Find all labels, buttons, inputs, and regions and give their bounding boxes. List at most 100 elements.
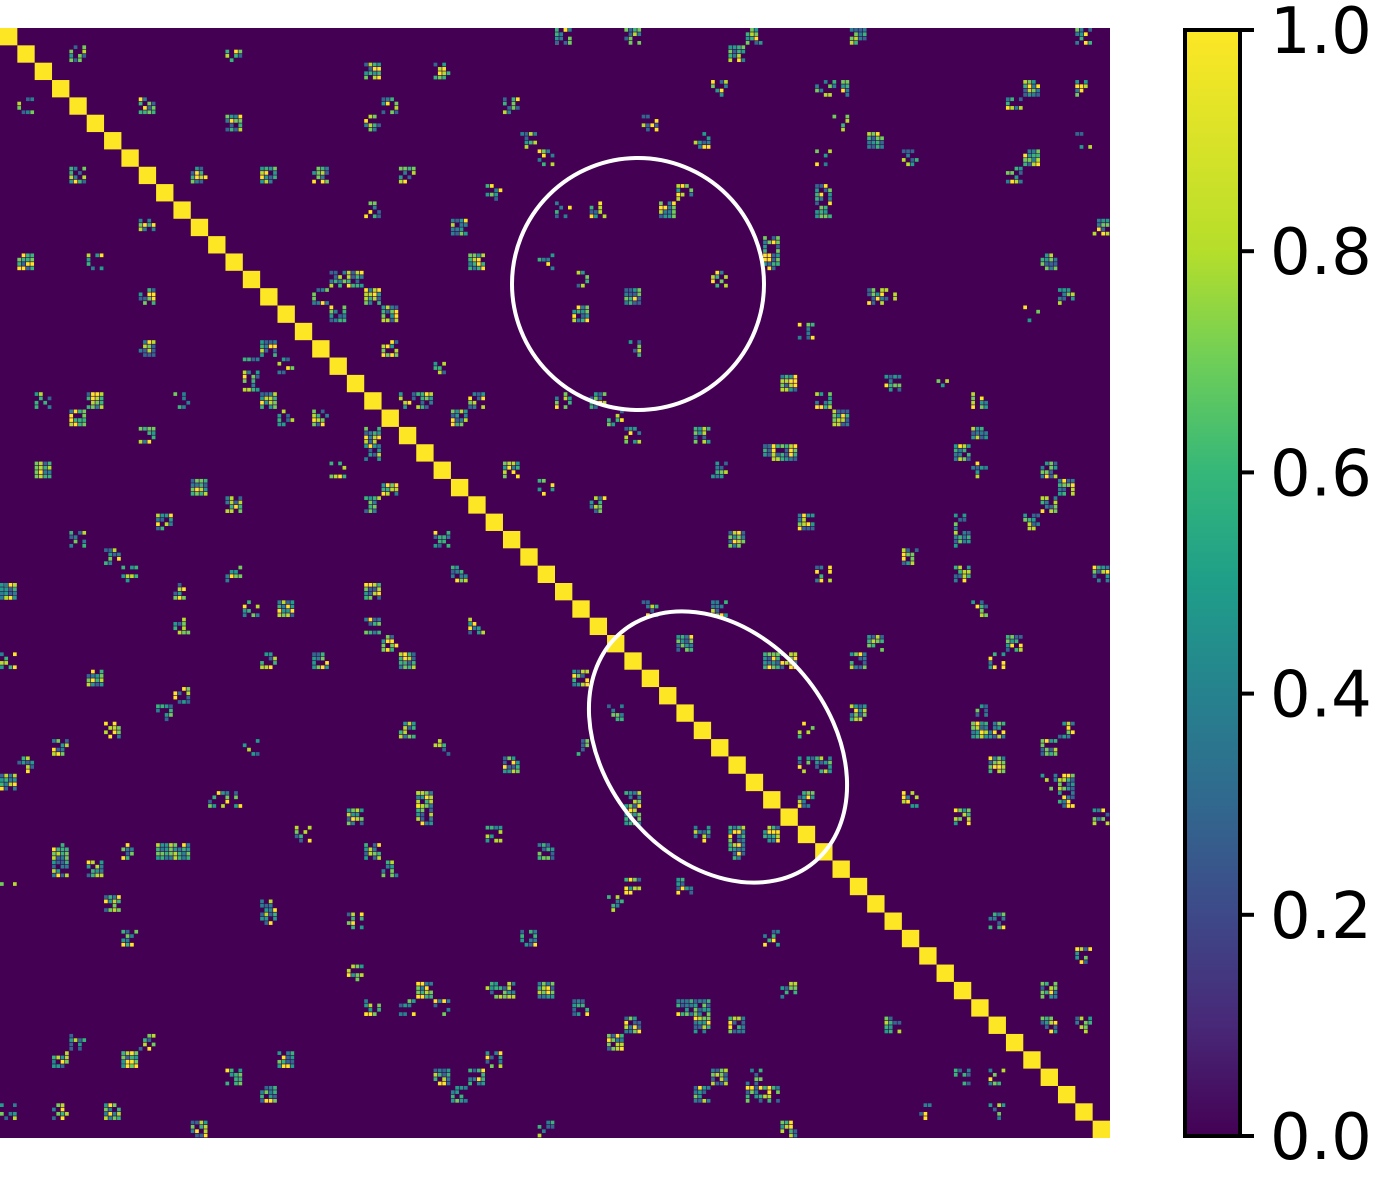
off-diagonal-block xyxy=(763,444,780,461)
diagonal-block xyxy=(398,426,417,445)
diagonal-block xyxy=(780,808,798,826)
off-diagonal-block xyxy=(711,270,728,288)
off-diagonal-block xyxy=(121,929,139,947)
off-diagonal-block xyxy=(1040,773,1058,791)
diagonal-block xyxy=(867,895,885,913)
diagonal-block xyxy=(381,409,399,427)
off-diagonal-block xyxy=(780,374,798,392)
diagonal-block xyxy=(121,149,139,167)
off-diagonal-block xyxy=(381,860,399,878)
off-diagonal-block xyxy=(104,548,121,566)
off-diagonal-block xyxy=(576,270,590,288)
diagonal-block xyxy=(416,444,434,462)
off-diagonal-block xyxy=(537,149,555,167)
off-diagonal-block xyxy=(607,704,624,722)
off-diagonal-block xyxy=(763,825,780,843)
off-diagonal-block xyxy=(0,882,17,886)
off-diagonal-block xyxy=(364,426,381,444)
off-diagonal-block xyxy=(121,1051,139,1068)
off-diagonal-block xyxy=(659,201,676,219)
off-diagonal-block xyxy=(849,652,867,670)
off-diagonal-block xyxy=(364,62,381,80)
off-diagonal-block xyxy=(953,513,967,531)
diagonal-block xyxy=(1023,1051,1041,1069)
off-diagonal-block xyxy=(763,652,780,670)
diagonal-block xyxy=(901,929,920,948)
colorbar: 0.0 0.2 0.4 0.6 0.8 1.0 xyxy=(1183,0,1372,1175)
off-diagonal-block xyxy=(953,530,971,548)
off-diagonal-block xyxy=(364,583,381,600)
off-diagonal-block xyxy=(971,721,988,739)
off-diagonal-block xyxy=(676,877,694,895)
off-diagonal-block xyxy=(312,652,329,670)
off-diagonal-block xyxy=(398,999,416,1016)
diagonal-block xyxy=(659,687,677,705)
off-diagonal-block xyxy=(225,114,243,132)
off-diagonal-block xyxy=(86,392,104,409)
diagonal-block xyxy=(763,791,781,809)
off-diagonal-block xyxy=(693,999,711,1016)
diagonal-block xyxy=(156,184,174,202)
off-diagonal-block xyxy=(433,1068,451,1086)
off-diagonal-block xyxy=(69,45,87,63)
off-diagonal-block xyxy=(607,409,624,427)
off-diagonal-block xyxy=(173,583,186,600)
off-diagonal-block xyxy=(607,1033,624,1051)
off-diagonal-block xyxy=(797,756,815,774)
off-diagonal-block xyxy=(104,895,121,912)
off-diagonal-block xyxy=(780,981,798,999)
diagonal-block xyxy=(225,253,243,271)
diagonal-block xyxy=(884,912,902,930)
off-diagonal-block xyxy=(138,288,156,305)
off-diagonal-block xyxy=(364,201,381,219)
off-diagonal-block xyxy=(572,999,590,1016)
off-diagonal-block xyxy=(815,149,832,167)
off-diagonal-block xyxy=(52,1103,69,1121)
off-diagonal-block xyxy=(1023,513,1040,531)
diagonal-block xyxy=(555,583,573,601)
off-diagonal-block xyxy=(537,478,555,496)
diagonal-block xyxy=(988,1016,1006,1034)
off-diagonal-block xyxy=(381,635,399,652)
off-diagonal-block xyxy=(121,843,134,860)
diagonal-block xyxy=(260,288,278,306)
off-diagonal-block xyxy=(364,843,381,860)
off-diagonal-block xyxy=(138,426,156,444)
off-diagonal-block xyxy=(1040,739,1058,756)
off-diagonal-block xyxy=(173,843,191,860)
annotation-ellipse-diagonal xyxy=(586,609,850,885)
off-diagonal-block xyxy=(537,843,555,860)
off-diagonal-block xyxy=(138,218,156,232)
off-diagonal-block xyxy=(1075,80,1088,97)
off-diagonal-block xyxy=(849,28,867,45)
off-diagonal-block xyxy=(624,288,642,305)
off-diagonal-block xyxy=(624,877,642,895)
off-diagonal-block xyxy=(953,444,971,461)
off-diagonal-block xyxy=(1023,149,1040,167)
off-diagonal-block xyxy=(242,600,260,618)
diagonal-block xyxy=(728,756,746,774)
off-diagonal-block xyxy=(576,739,590,756)
off-diagonal-block xyxy=(988,1068,1006,1086)
off-diagonal-block xyxy=(745,1068,763,1086)
off-diagonal-block xyxy=(416,791,433,808)
diagonal-block xyxy=(208,236,226,254)
diagonal-block xyxy=(138,166,157,185)
off-diagonal-block xyxy=(294,825,312,843)
off-diagonal-block xyxy=(69,530,87,548)
diagonal-block xyxy=(953,981,972,1000)
off-diagonal-block xyxy=(1057,478,1075,496)
off-diagonal-block xyxy=(138,340,156,357)
diagonal-block xyxy=(1075,1103,1093,1121)
off-diagonal-block xyxy=(485,184,503,201)
off-diagonal-block xyxy=(693,1016,711,1034)
diagonal-block xyxy=(312,340,330,358)
colorbar-tick-label: 0.4 xyxy=(1270,659,1372,733)
off-diagonal-block xyxy=(208,791,225,808)
diagonal-block xyxy=(450,478,469,497)
off-diagonal-block xyxy=(1057,721,1075,739)
diagonal-block xyxy=(797,825,816,844)
off-diagonal-block xyxy=(988,912,1006,930)
off-diagonal-block xyxy=(1057,773,1075,791)
off-diagonal-block xyxy=(69,1033,87,1051)
